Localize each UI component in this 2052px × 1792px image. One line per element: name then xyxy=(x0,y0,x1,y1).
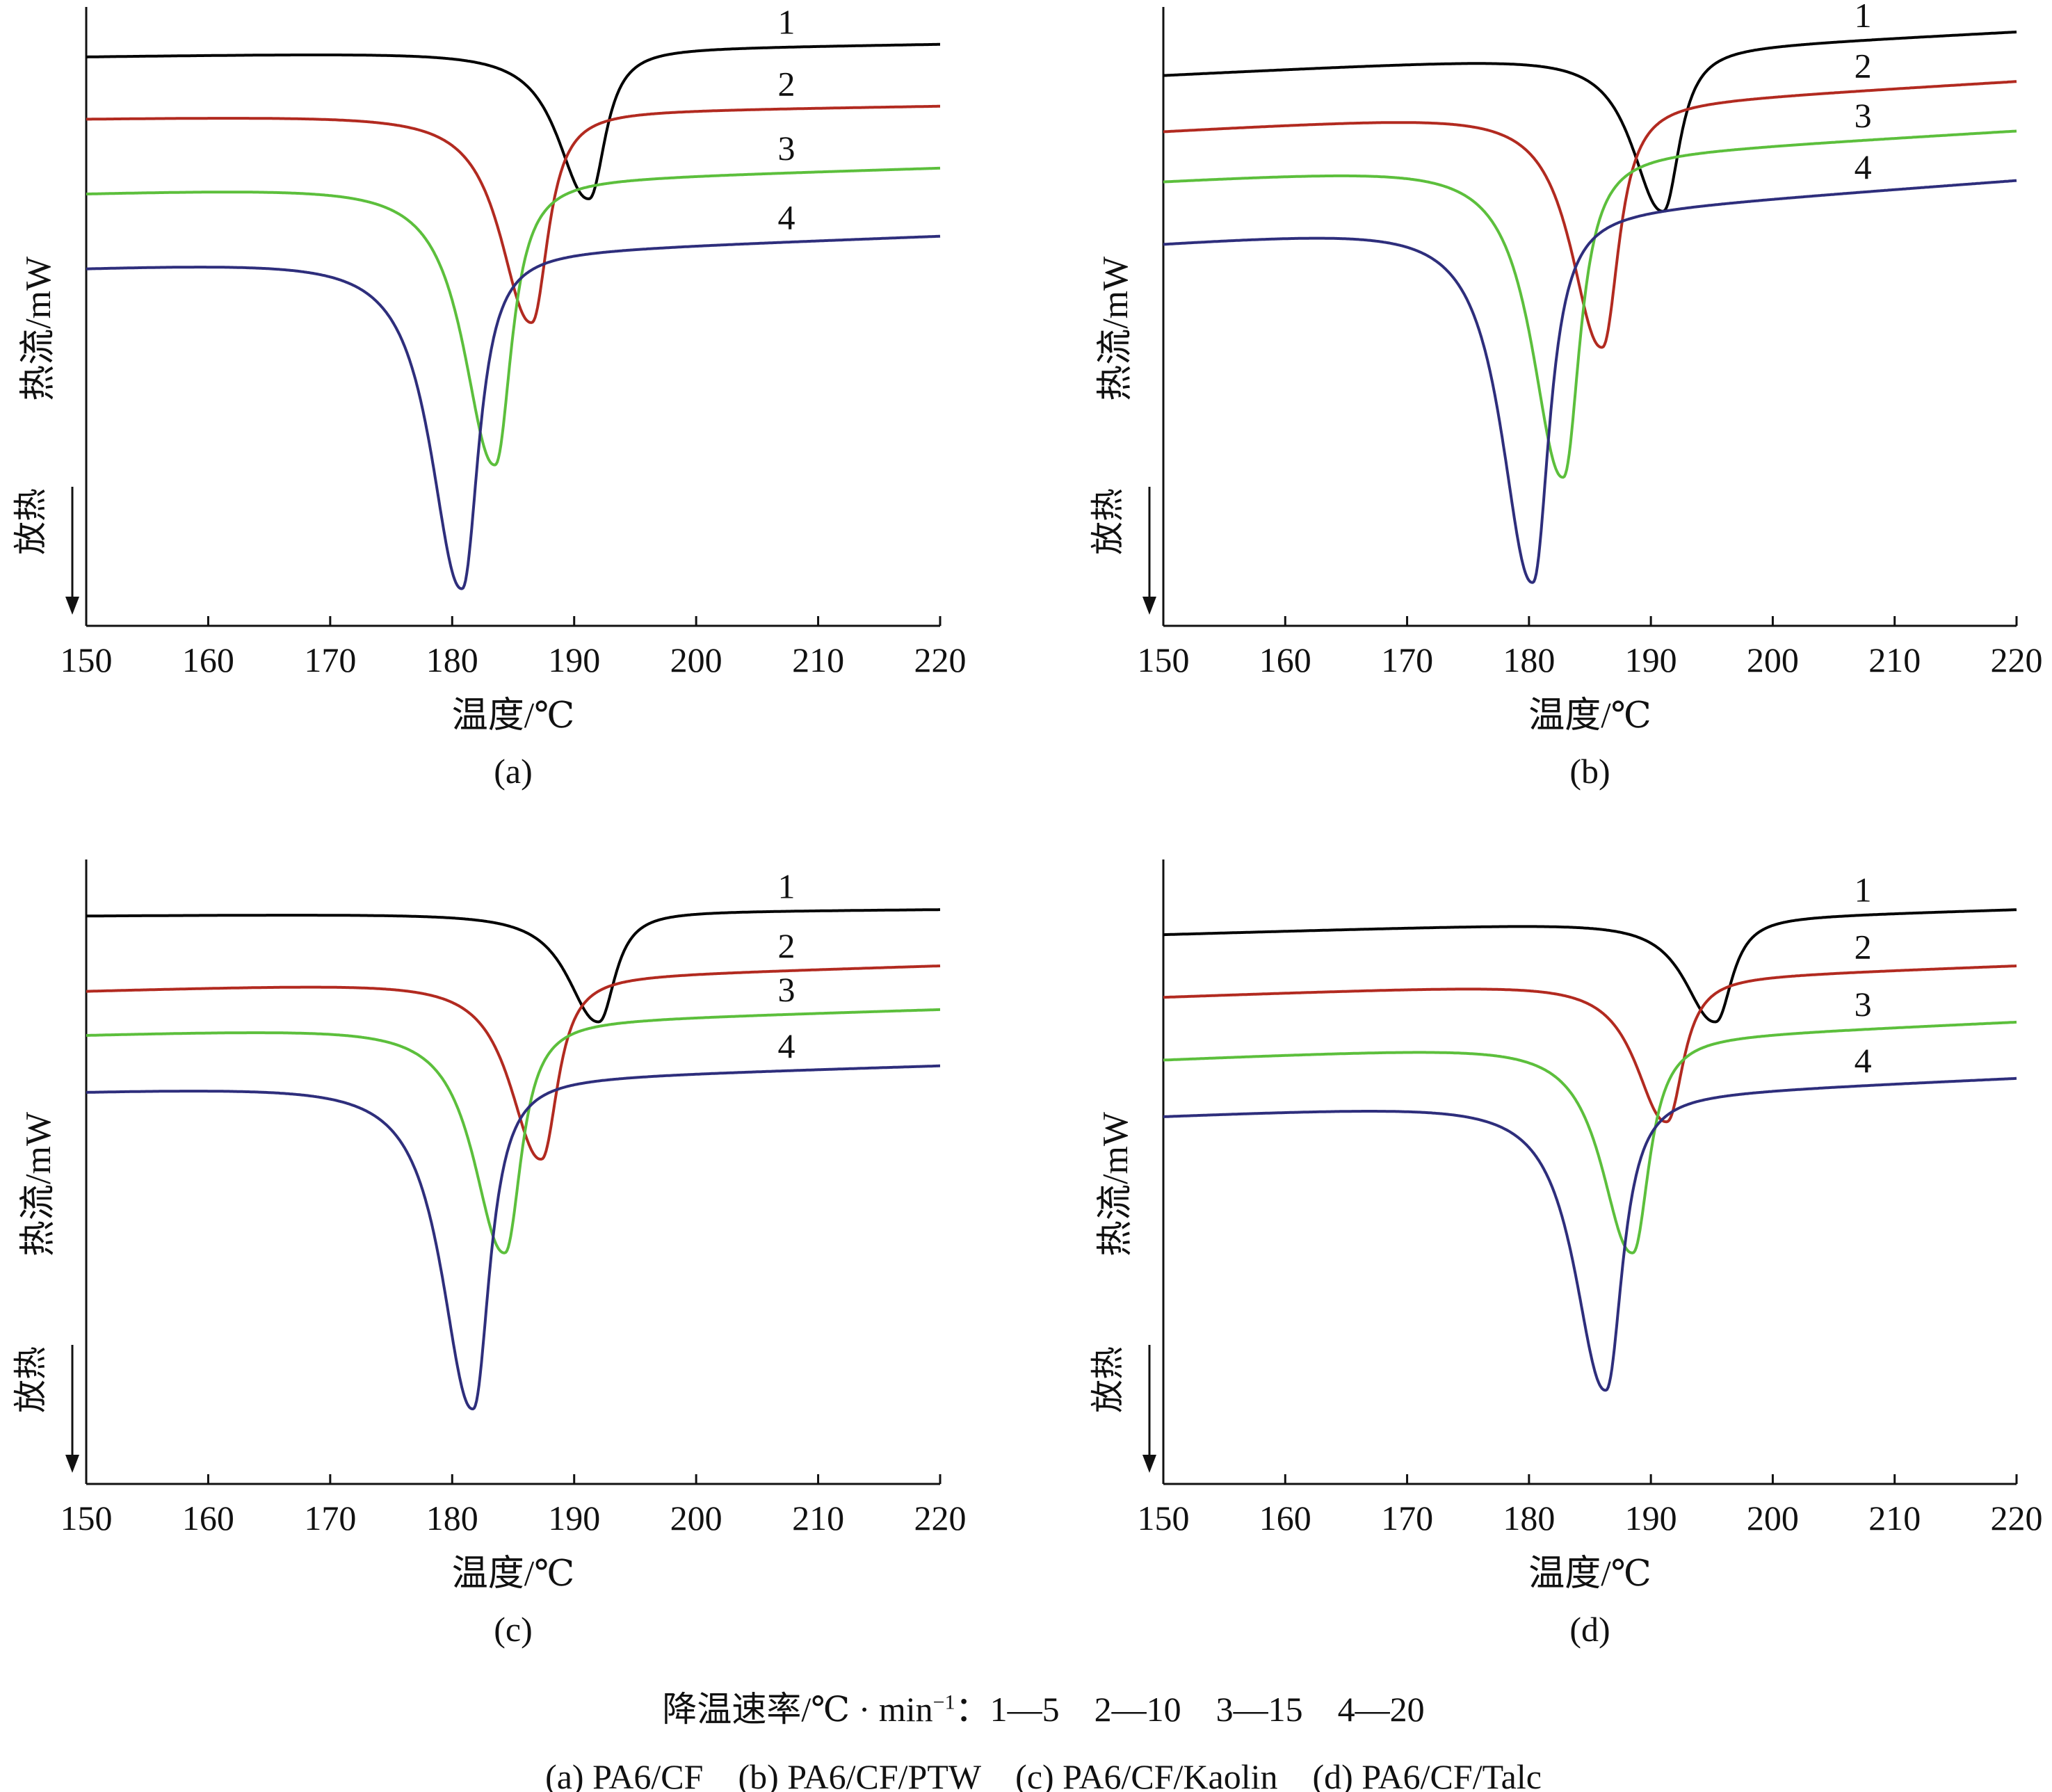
x-tick-label: 190 xyxy=(1625,640,1677,679)
series-line-2 xyxy=(86,104,941,324)
materials-text: (a) PA6/CF (b) PA6/CF/PTW (c) PA6/CF/Kao… xyxy=(545,1757,1542,1792)
series-label-3: 3 xyxy=(777,129,795,168)
materials-legend: (a) PA6/CF (b) PA6/CF/PTW (c) PA6/CF/Kao… xyxy=(0,1716,2052,1792)
exotherm-arrow-head xyxy=(65,1455,79,1473)
x-tick-label: 210 xyxy=(792,1499,844,1537)
exotherm-arrow-head xyxy=(1142,597,1156,615)
x-tick-label: 180 xyxy=(1503,640,1555,679)
chart-panel-c: 150 160 170 180 190 200 210 220 温度/℃ (c) 热流/mW 放热 1 2… xyxy=(13,859,967,1649)
series-line-3 xyxy=(86,1008,941,1254)
x-tick-label: 190 xyxy=(548,640,600,679)
x-tick-label: 200 xyxy=(670,1499,722,1537)
x-tick-label: 190 xyxy=(1625,1499,1677,1537)
series-label-4: 4 xyxy=(777,1026,795,1065)
chart-panel-d: 150 160 170 180 190 200 210 220 温度/℃ (d) 热流/mW 放热 1 2… xyxy=(1090,859,2043,1649)
series-label-4: 4 xyxy=(777,197,795,236)
panel-label: (b) xyxy=(1569,752,1610,791)
chart-panel-a: 150 160 170 180 190 200 210 220 温度/℃ (a) 热流/mW 放热 1 2… xyxy=(13,3,967,791)
panel-label: (d) xyxy=(1569,1610,1610,1649)
x-tick-label: 190 xyxy=(548,1499,600,1537)
series-label-4: 4 xyxy=(1855,147,1872,186)
series-line-2 xyxy=(1163,964,2017,1124)
x-tick-label: 150 xyxy=(1138,640,1190,679)
series-label-3: 3 xyxy=(1855,985,1872,1024)
x-tick-label: 170 xyxy=(1381,640,1433,679)
x-tick-label: 210 xyxy=(1868,1499,1921,1537)
x-tick-label: 200 xyxy=(1747,640,1799,679)
series-label-2: 2 xyxy=(777,926,795,965)
x-tick-label: 160 xyxy=(1259,1499,1311,1537)
series-label-3: 3 xyxy=(1855,96,1872,135)
y-axis-label: 热流/mW xyxy=(19,1112,58,1257)
exotherm-label: 放热 xyxy=(13,1346,49,1413)
rates-items: ：1—5 2—10 3—15 4—20 xyxy=(955,1690,1425,1729)
y-axis-label: 热流/mW xyxy=(1096,257,1136,401)
series-line-3 xyxy=(1163,1020,2017,1254)
series-line-4 xyxy=(86,234,941,590)
x-tick-label: 220 xyxy=(1991,1499,2043,1537)
panel-label: (a) xyxy=(494,752,533,791)
x-tick-label: 210 xyxy=(1868,640,1921,679)
x-tick-label: 150 xyxy=(60,640,113,679)
chart-panel-b: 150 160 170 180 190 200 210 220 温度/℃ (b) 热流/mW 放热 1 2… xyxy=(1090,0,2043,791)
rates-prefix: 降温速率/℃ · min xyxy=(662,1690,933,1729)
series-line-4 xyxy=(86,1064,941,1411)
exotherm-label: 放热 xyxy=(13,488,49,555)
series-label-1: 1 xyxy=(777,866,795,905)
series-line-4 xyxy=(1163,179,2017,584)
panel-label: (c) xyxy=(494,1610,533,1649)
x-axis-label: 温度/℃ xyxy=(452,1554,575,1594)
series-label-2: 2 xyxy=(1855,47,1872,86)
series-line-1 xyxy=(1163,31,2017,213)
series-label-2: 2 xyxy=(1855,928,1872,967)
x-tick-label: 220 xyxy=(1991,640,2043,679)
y-axis-label: 热流/mW xyxy=(19,257,58,401)
rates-exponent: −1 xyxy=(932,1690,955,1714)
series-line-3 xyxy=(1163,129,2017,479)
x-tick-label: 180 xyxy=(426,640,478,679)
x-tick-label: 160 xyxy=(182,640,234,679)
x-tick-label: 220 xyxy=(914,640,967,679)
x-axis-label: 温度/℃ xyxy=(1528,696,1651,736)
x-tick-label: 150 xyxy=(1138,1499,1190,1537)
exotherm-arrow-head xyxy=(65,597,79,615)
x-tick-label: 180 xyxy=(426,1499,478,1537)
exotherm-label: 放热 xyxy=(1090,488,1126,555)
x-tick-label: 220 xyxy=(914,1499,967,1537)
x-tick-label: 160 xyxy=(1259,640,1311,679)
series-line-2 xyxy=(86,964,941,1161)
series-line-1 xyxy=(86,42,941,200)
series-label-1: 1 xyxy=(777,3,795,42)
series-label-1: 1 xyxy=(1855,870,1872,909)
series-line-4 xyxy=(1163,1076,2017,1392)
x-tick-label: 200 xyxy=(1747,1499,1799,1537)
x-tick-label: 200 xyxy=(670,640,722,679)
x-tick-label: 170 xyxy=(1381,1499,1433,1537)
exotherm-label: 放热 xyxy=(1090,1346,1126,1413)
cooling-rate-legend: 降温速率/℃ · min−1：1—5 2—10 3—15 4—20 xyxy=(0,1641,2052,1772)
x-tick-label: 170 xyxy=(304,640,356,679)
x-tick-label: 180 xyxy=(1503,1499,1555,1537)
series-label-4: 4 xyxy=(1855,1041,1872,1080)
x-tick-label: 210 xyxy=(792,640,844,679)
x-axis-label: 温度/℃ xyxy=(452,696,575,736)
series-label-2: 2 xyxy=(777,65,795,104)
series-line-3 xyxy=(86,166,941,467)
exotherm-arrow-head xyxy=(1142,1455,1156,1473)
series-line-1 xyxy=(1163,908,2017,1024)
x-tick-label: 150 xyxy=(60,1499,113,1537)
x-tick-label: 170 xyxy=(304,1499,356,1537)
x-axis-label: 温度/℃ xyxy=(1528,1554,1651,1594)
series-label-1: 1 xyxy=(1855,0,1872,35)
x-tick-label: 160 xyxy=(182,1499,234,1537)
y-axis-label: 热流/mW xyxy=(1096,1112,1136,1257)
series-line-2 xyxy=(1163,80,2017,349)
series-line-1 xyxy=(86,908,941,1024)
series-label-3: 3 xyxy=(777,970,795,1009)
